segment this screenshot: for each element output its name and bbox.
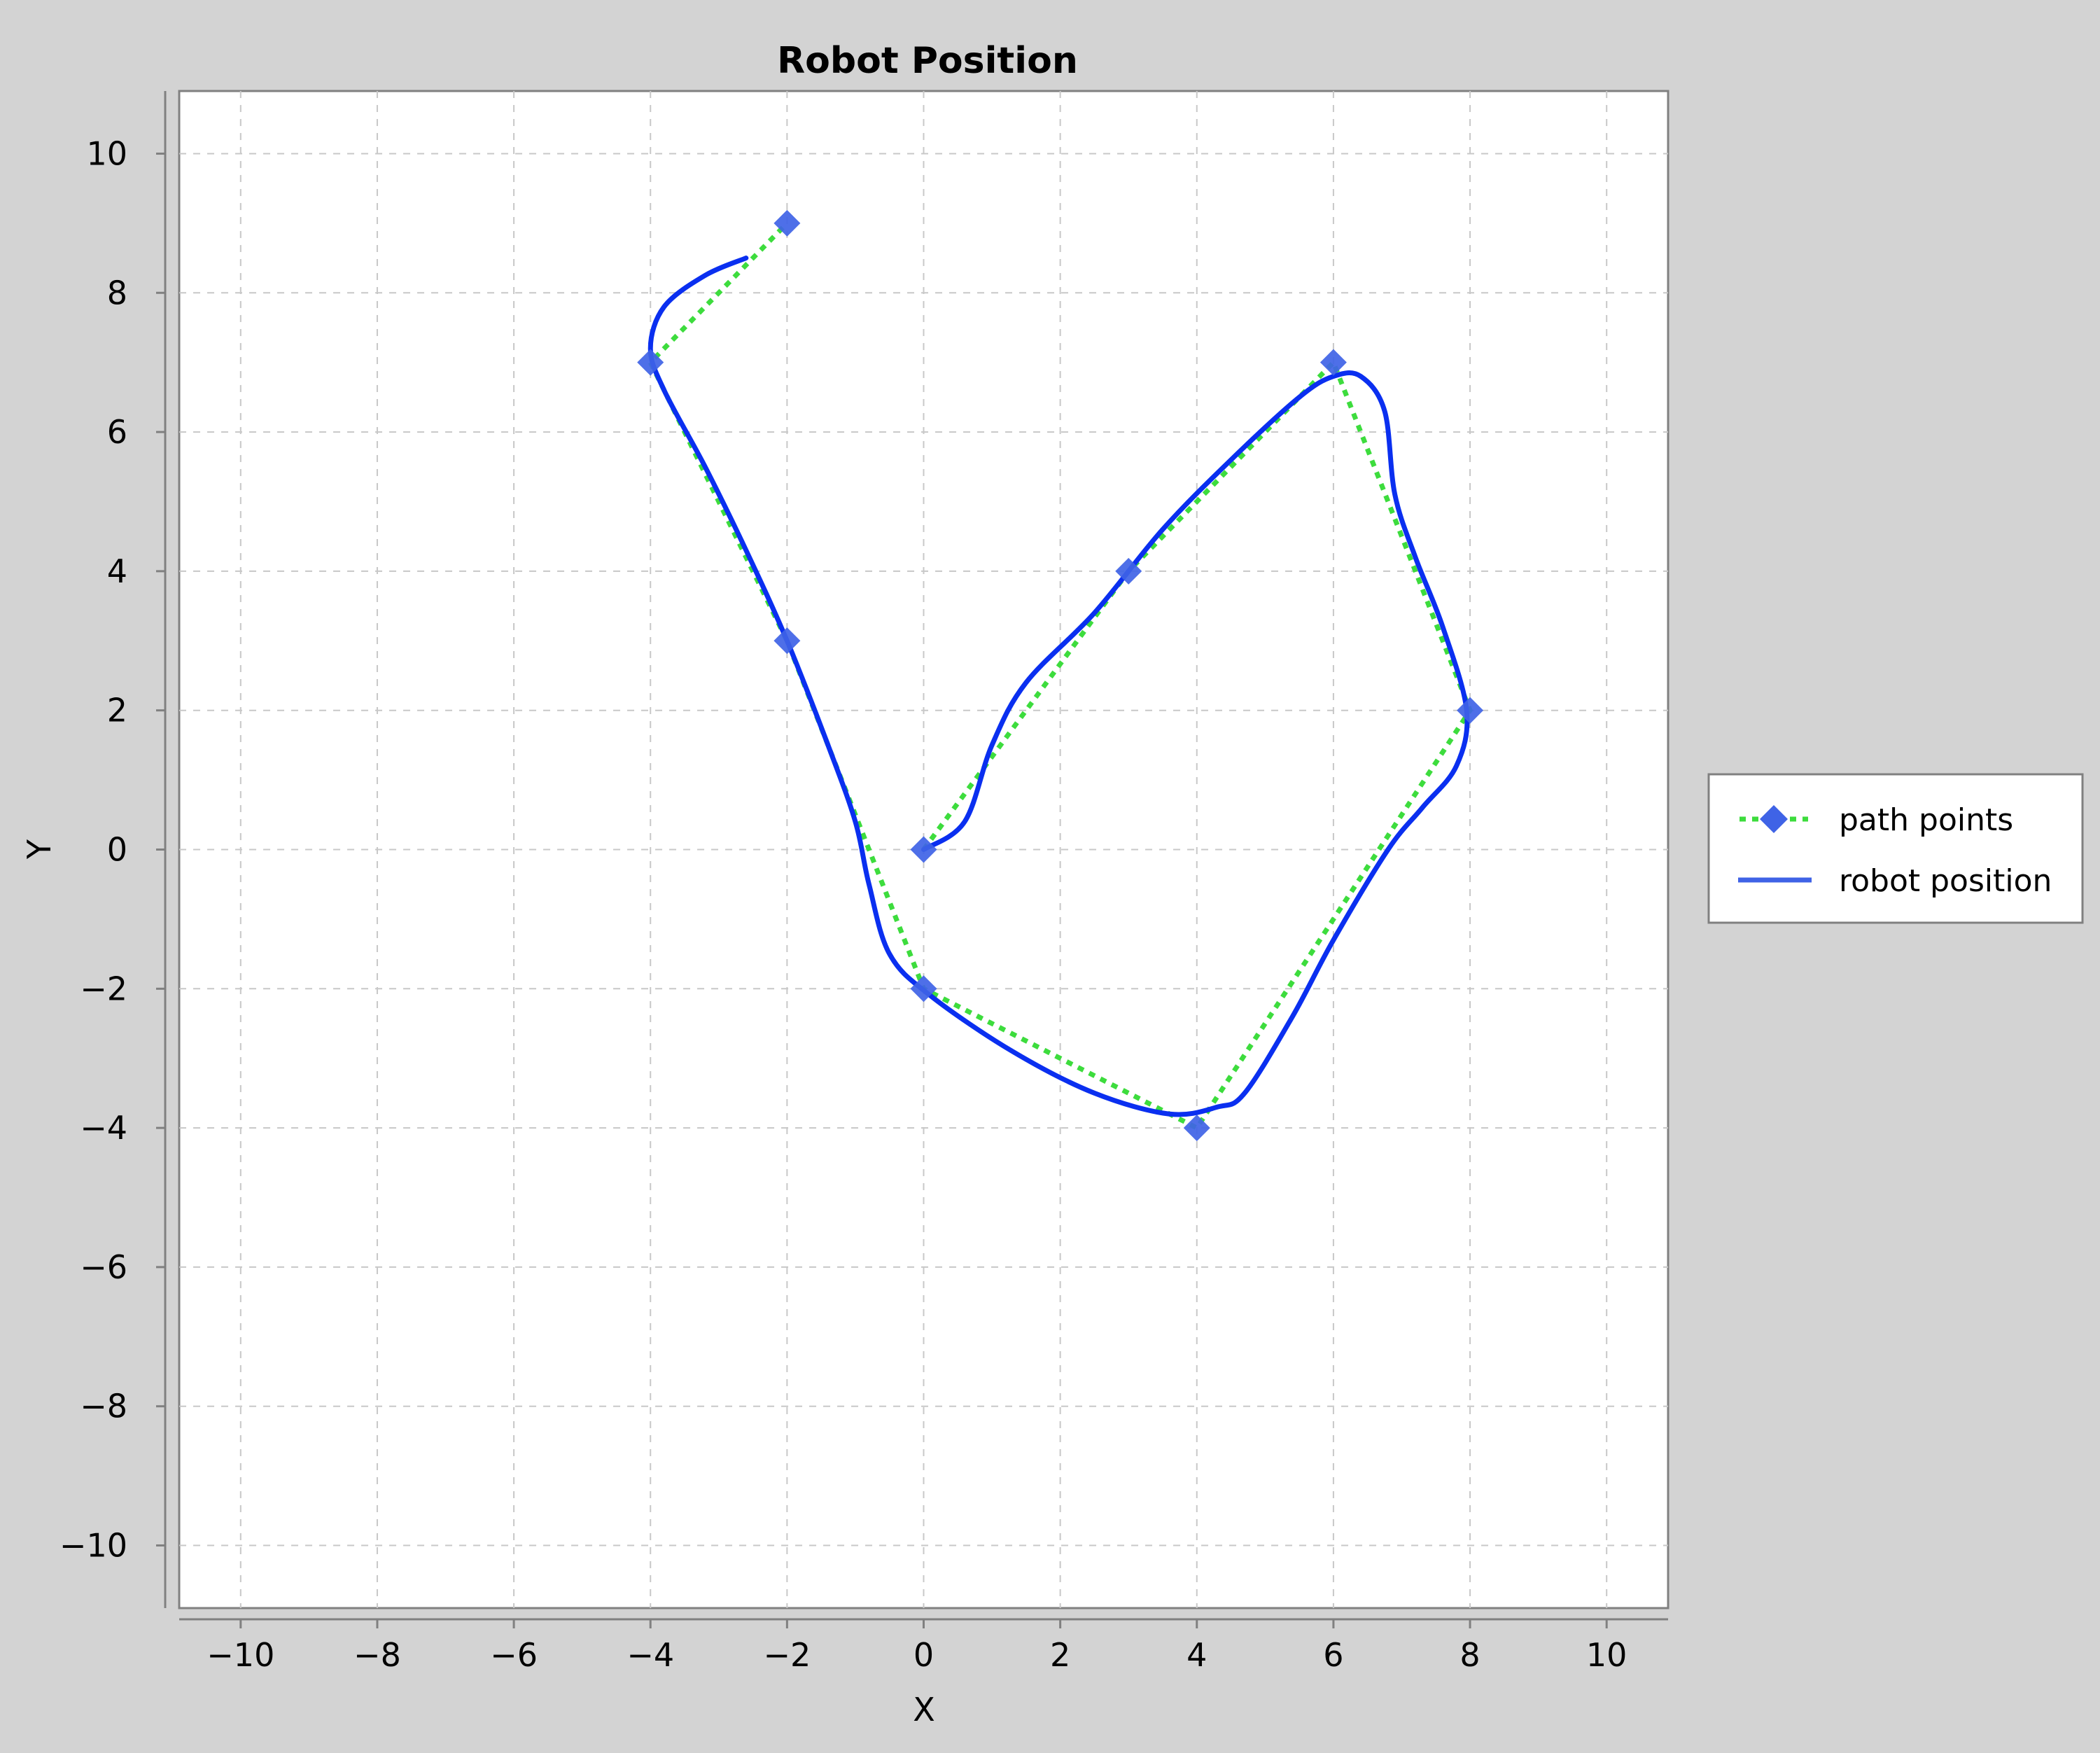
y-tick-label: 0 [107,831,127,869]
legend-label-robot-position: robot position [1839,863,2052,899]
x-tick-label: 6 [1323,1636,1343,1674]
axes [156,91,1668,1628]
x-tick-label: −8 [354,1636,401,1674]
x-tick-label: 2 [1050,1636,1070,1674]
y-tick-label: −4 [80,1109,127,1147]
chart-title: Robot Position [777,40,1078,82]
x-tick-label: −10 [206,1636,274,1674]
legend-box [1707,773,2084,924]
path-point-marker [774,209,801,237]
legend: path points robot position [1707,773,2084,924]
series [637,209,1484,1142]
y-tick-label: −10 [59,1527,127,1565]
x-tick-label: −2 [763,1636,811,1674]
y-tick-label: 4 [107,552,127,590]
path-point-marker [910,836,937,863]
y-tick-label: 6 [107,413,127,451]
x-tick-label: 0 [913,1636,934,1674]
x-tick-label: 8 [1460,1636,1480,1674]
robot-position-line [648,256,1470,1117]
x-tick-label: 10 [1586,1636,1628,1674]
path-points-line [647,221,1473,1131]
y-tick-label: −6 [80,1248,127,1286]
path-point-marker [637,349,664,376]
y-tick-label: −2 [80,970,127,1007]
x-tick-label: 4 [1186,1636,1207,1674]
y-tick-label: 2 [107,692,127,729]
path-point-marker [910,975,937,1003]
y-tick-labels: −10 −8 −6 −4 −2 0 2 4 6 8 10 [59,134,127,1564]
path-point-marker [1457,697,1484,724]
y-tick-label: −8 [80,1388,127,1425]
y-axis-label: Y [20,839,58,860]
x-tick-label: −6 [490,1636,538,1674]
path-point-marker [1115,557,1142,585]
y-tick-label: 10 [86,134,127,172]
legend-label-path-points: path points [1839,802,2013,838]
path-point-marker [1183,1115,1210,1142]
path-point-marker [1320,349,1347,376]
legend-path-points-marker [1760,805,1788,833]
x-axis-label: X [913,1691,935,1728]
grid [179,91,1668,1608]
y-tick-label: 8 [107,274,127,312]
path-point-marker [774,627,801,655]
x-tick-labels: −10 −8 −6 −4 −2 0 2 4 6 8 10 [206,1636,1627,1674]
x-tick-label: −4 [626,1636,674,1674]
